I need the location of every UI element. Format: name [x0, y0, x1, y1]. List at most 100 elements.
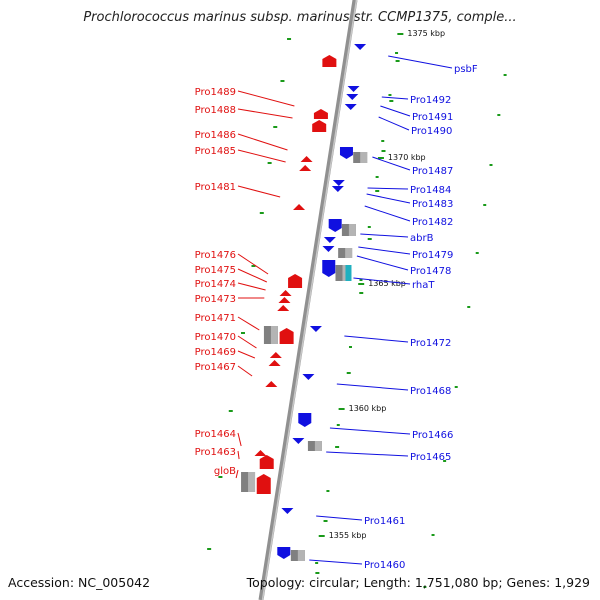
right-gene-label: Pro1490 [411, 126, 452, 137]
reverse-gene-arrow [323, 237, 336, 243]
scale-tick [489, 164, 493, 166]
scale-tick [381, 150, 386, 152]
kbp-tick [358, 283, 365, 285]
kbp-label: 1370 kbp [388, 153, 426, 162]
forward-gene-arrow [265, 381, 278, 387]
kbp-label: 1360 kbp [349, 404, 387, 413]
right-gene-label: Pro1465 [410, 452, 451, 463]
forward-gene-arrow [277, 305, 290, 311]
backbone-highlight [261, 0, 358, 600]
scale-tick [218, 476, 223, 478]
scale-tick [423, 586, 427, 588]
scale-tick [240, 332, 245, 334]
scale-tick [326, 490, 330, 492]
reverse-gene [277, 547, 291, 559]
scale-tick [367, 226, 371, 228]
right-gene-leader [388, 55, 453, 69]
scale-tick [483, 204, 487, 206]
right-gene-label: Pro1483 [412, 199, 453, 210]
left-gene-leader [237, 335, 257, 349]
scale-tick [503, 74, 507, 76]
right-gene-leader [353, 277, 411, 285]
right-gene-leader [329, 427, 411, 435]
right-gene-leader [358, 246, 411, 255]
left-gene-leader [237, 316, 260, 331]
reverse-gene-arrow [332, 180, 345, 186]
right-gene-leader [367, 187, 409, 190]
left-gene-label: Pro1481 [195, 182, 236, 193]
left-gene-leader [237, 253, 269, 275]
right-gene-leader [336, 383, 409, 391]
forward-gene [322, 55, 337, 67]
reverse-gene-arrow [354, 44, 367, 50]
reverse-gene [322, 260, 336, 277]
left-gene-label: Pro1464 [195, 429, 236, 440]
scale-tick [280, 80, 285, 82]
scale-tick [475, 252, 479, 254]
reverse-gene-arrow [331, 186, 344, 192]
left-gene-leader [237, 365, 253, 377]
accession-text: Accession: NC_005042 [8, 575, 151, 590]
forward-gene-arrow [278, 297, 291, 303]
scale-tick [395, 52, 399, 54]
scale-tick [207, 548, 212, 550]
forward-gene-arrow [269, 352, 282, 358]
left-gene-label: Pro1474 [195, 279, 236, 290]
left-gene-label: Pro1471 [195, 313, 236, 324]
left-gene-leader [237, 268, 268, 283]
right-gene-leader [380, 105, 411, 117]
right-gene-leader [344, 335, 409, 343]
right-gene-label: Pro1472 [410, 338, 451, 349]
scale-tick [335, 446, 340, 448]
left-gene-leader [237, 133, 288, 151]
right-gene-leader [366, 193, 411, 204]
scale-tick [323, 520, 328, 522]
left-gene-label: Pro1488 [195, 105, 236, 116]
reverse-gene [339, 147, 353, 159]
right-gene-label: Pro1479 [412, 250, 453, 261]
kbp-tick [377, 157, 384, 159]
right-gene-leader [378, 116, 410, 131]
right-gene-leader [360, 233, 409, 238]
forward-gene-arrow [279, 290, 292, 296]
scale-tick [389, 100, 394, 102]
left-gene-leader [237, 350, 256, 359]
rna-feature-shade [297, 550, 305, 561]
reverse-gene-arrow [309, 326, 322, 332]
scale-tick [367, 238, 372, 240]
backbone-axis [258, 0, 358, 600]
scale-tick [259, 212, 264, 214]
left-gene-label: Pro1476 [195, 250, 236, 261]
scale-tick [348, 346, 352, 348]
left-gene-label: Pro1463 [195, 447, 236, 458]
right-gene-label: Pro1461 [364, 516, 405, 527]
left-gene-leader [237, 108, 293, 119]
scale-tick [287, 38, 292, 40]
scale-tick [315, 572, 320, 574]
rna-feature-shade [248, 472, 256, 492]
rna-feature-shade [345, 248, 353, 258]
scale-tick [359, 279, 363, 281]
scale-tick [497, 114, 501, 116]
right-gene-label: Pro1487 [412, 166, 453, 177]
scale-tick [454, 386, 458, 388]
scale-tick [431, 534, 435, 536]
scale-tick [315, 562, 319, 564]
reverse-gene [298, 413, 312, 427]
left-gene-label: gloB [214, 466, 236, 477]
forward-gene [256, 474, 271, 494]
scale-tick [228, 410, 233, 412]
forward-gene [279, 328, 294, 344]
right-gene-label: psbF [454, 64, 478, 75]
forward-gene-arrow [293, 204, 306, 210]
kbp-label: 1355 kbp [329, 531, 367, 540]
right-gene-label: rhaT [412, 280, 435, 291]
scale-tick [336, 424, 340, 426]
scale-tick [359, 292, 364, 294]
left-gene-label: Pro1467 [195, 362, 236, 373]
right-gene-label: Pro1492 [410, 95, 451, 106]
forward-gene [288, 274, 303, 288]
right-gene-leader [372, 156, 411, 171]
rna-feature-shade [270, 326, 278, 344]
right-gene-label: abrB [410, 233, 434, 244]
